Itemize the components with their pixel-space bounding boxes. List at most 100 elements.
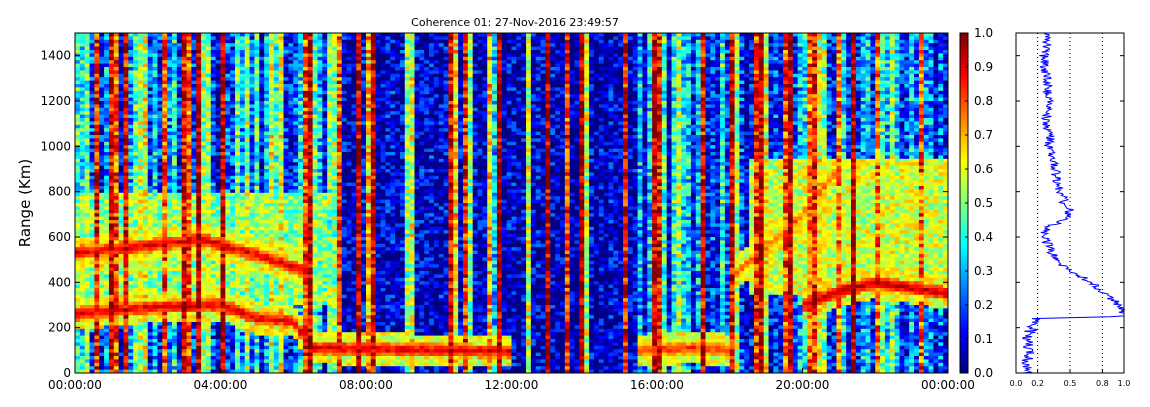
heatmap-cell [114,346,119,350]
heatmap-cell [138,349,143,353]
heatmap-cell [80,87,85,91]
heatmap-cell [288,74,293,78]
heatmap-cell [177,43,182,47]
heatmap-cell [284,251,289,255]
heatmap-cell [264,101,269,105]
heatmap-cell [279,366,284,370]
heatmap-cell [172,149,177,153]
heatmap-cell [191,223,196,227]
heatmap-cell [259,237,264,241]
heatmap-cell [259,210,264,214]
heatmap-cell [245,247,250,251]
heatmap-cell [313,70,318,74]
heatmap-cell [138,176,143,180]
heatmap-cell [201,36,206,40]
heatmap-cell [216,234,221,238]
heatmap-cell [119,196,124,200]
heatmap-cell [264,98,269,102]
heatmap-cell [298,359,303,363]
heatmap-cell [293,329,298,333]
heatmap-cell [80,169,85,173]
heatmap-cell [99,50,104,54]
heatmap-cell [250,237,255,241]
heatmap-cell [128,268,133,272]
heatmap-cell [196,346,201,350]
heatmap-cell [143,336,148,340]
heatmap-cell [99,366,104,370]
heatmap-cell [177,332,182,336]
heatmap-cell [303,240,308,244]
heatmap-cell [284,254,289,258]
heatmap-cell [167,162,172,166]
heatmap-cell [259,145,264,149]
heatmap-cell [313,264,318,268]
heatmap-cell [133,53,138,57]
heatmap-cell [245,145,250,149]
heatmap-cell [206,104,211,108]
heatmap-cell [90,264,95,268]
heatmap-cell [138,223,143,227]
heatmap-cell [259,193,264,197]
heatmap-cell [80,91,85,95]
heatmap-cell [313,176,318,180]
heatmap-cell [109,101,114,105]
heatmap-cell [99,43,104,47]
heatmap-cell [162,159,167,163]
heatmap-cell [216,132,221,136]
heatmap-cell [308,111,313,115]
heatmap-cell [99,322,104,326]
heatmap-cell [109,47,114,51]
heatmap-cell [288,240,293,244]
heatmap-cell [172,135,177,139]
heatmap-cell [284,281,289,285]
heatmap-cell [109,77,114,81]
heatmap-cell [274,172,279,176]
heatmap-cell [254,189,259,193]
heatmap-cell [245,332,250,336]
heatmap-cell [162,210,167,214]
heatmap-cell [167,74,172,78]
heatmap-cell [250,278,255,282]
heatmap-cell [167,213,172,217]
heatmap-cell [254,149,259,153]
heatmap-cell [153,220,158,224]
heatmap-cell [90,91,95,95]
heatmap-cell [288,183,293,187]
heatmap-cell [254,261,259,265]
heatmap-cell [264,169,269,173]
heatmap-cell [162,336,167,340]
heatmap-cell [298,104,303,108]
heatmap-cell [293,101,298,105]
heatmap-cell [264,230,269,234]
heatmap-cell [133,179,138,183]
heatmap-cell [94,196,99,200]
heatmap-cell [153,288,158,292]
heatmap-cell [293,60,298,64]
heatmap-cell [80,64,85,68]
heatmap-cell [308,268,313,272]
heatmap-cell [230,319,235,323]
heatmap-cell [250,108,255,112]
heatmap-cell [254,210,259,214]
heatmap-cell [90,115,95,119]
heatmap-cell [143,121,148,125]
heatmap-cell [211,247,216,251]
heatmap-cell [148,128,153,132]
heatmap-cell [138,186,143,190]
heatmap-cell [293,308,298,312]
heatmap-cell [80,149,85,153]
heatmap-cell [104,285,109,289]
heatmap-cell [196,288,201,292]
heatmap-cell [230,353,235,357]
heatmap-cell [119,53,124,57]
heatmap-cell [308,47,313,51]
heatmap-cell [104,325,109,329]
heatmap-cell [148,257,153,261]
heatmap-cell [274,149,279,153]
heatmap-cell [235,40,240,44]
heatmap-cell [138,189,143,193]
heatmap-cell [284,363,289,367]
heatmap-cell [211,268,216,272]
heatmap-cell [182,325,187,329]
heatmap-cell [250,118,255,122]
